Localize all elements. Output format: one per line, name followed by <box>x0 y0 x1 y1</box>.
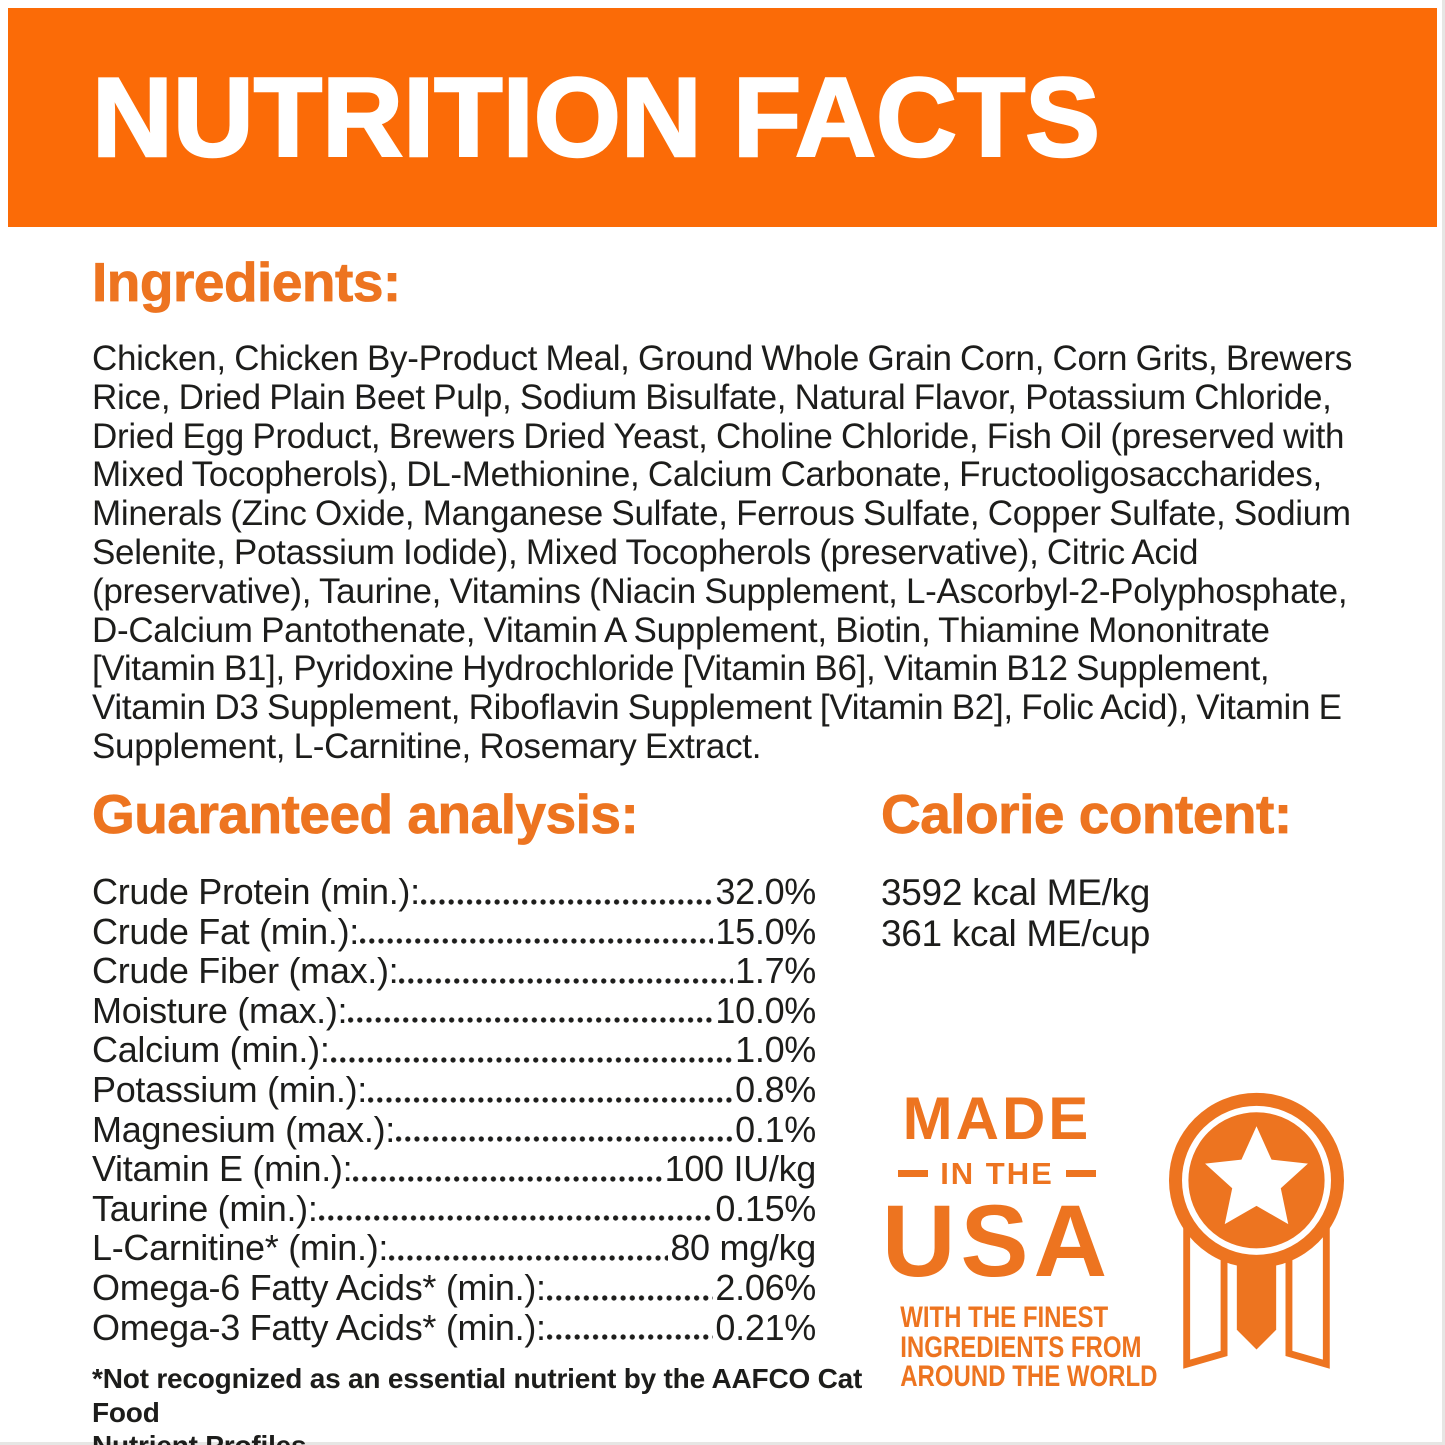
analysis-row: Crude Fiber (max.): 1.7% <box>92 951 816 991</box>
usa-tagline: WITH THE FINEST INGREDIENTS FROM AROUND … <box>876 1301 1158 1393</box>
analysis-value: 15.0% <box>715 910 816 952</box>
analysis-value: 10.0% <box>715 989 816 1031</box>
analysis-label: Omega-3 Fatty Acids* (min.): <box>92 1306 546 1348</box>
analysis-label: Calcium (min.): <box>92 1029 330 1071</box>
calorie-content-heading: Calorie content: <box>881 783 1293 846</box>
guaranteed-analysis-heading: Guaranteed analysis: <box>92 783 640 846</box>
footnote: *Not recognized as an essential nutrient… <box>92 1362 912 1445</box>
dotted-leader <box>399 977 734 984</box>
in-the-label: IN THE <box>940 1156 1054 1191</box>
banner: NUTRITION FACTS <box>8 8 1437 227</box>
ingredients-text: Chicken, Chicken By-Product Meal, Ground… <box>92 339 1353 766</box>
dotted-leader <box>420 898 714 905</box>
analysis-value: 32.0% <box>715 871 816 912</box>
made-in-usa-badge: MADE IN THE USA WITH THE FINEST INGREDIE… <box>876 1082 1365 1392</box>
footnote-line: Nutrient Profiles. <box>92 1430 314 1445</box>
analysis-label: L-Carnitine* (min.): <box>92 1227 389 1269</box>
analysis-value: 1.7% <box>735 950 816 992</box>
analysis-row: Omega-6 Fatty Acids* (min.): 2.06% <box>92 1268 816 1308</box>
award-ribbon-star-icon <box>1168 1092 1345 1369</box>
usa-label: USA <box>881 1184 1113 1298</box>
dotted-leader <box>330 1056 734 1063</box>
analysis-value: 0.15% <box>715 1187 816 1229</box>
dash-right <box>1065 1170 1096 1177</box>
analysis-label: Taurine (min.): <box>92 1187 318 1229</box>
ingredients-heading: Ingredients: <box>92 251 402 314</box>
tagline-line: AROUND THE WORLD <box>900 1360 1158 1393</box>
analysis-table: Crude Protein (min.): 32.0% Crude Fat (m… <box>92 872 816 1347</box>
analysis-row: Crude Protein (min.): 32.0% <box>92 872 816 912</box>
analysis-row: Vitamin E (min.): 100 IU/kg <box>92 1149 816 1189</box>
dotted-leader <box>367 1096 734 1103</box>
calorie-kcal-per-cup: 361 kcal ME/cup <box>881 913 1151 954</box>
analysis-label: Moisture (max.): <box>92 989 348 1031</box>
dash-left <box>898 1170 929 1177</box>
analysis-label: Potassium (min.): <box>92 1068 367 1110</box>
analysis-row: Moisture (max.): 10.0% <box>92 991 816 1031</box>
analysis-value: 100 IU/kg <box>664 1148 817 1190</box>
page-title: NUTRITION FACTS <box>91 54 1101 182</box>
analysis-label: Crude Fiber (max.): <box>92 950 399 992</box>
tagline-line: WITH THE FINEST <box>900 1301 1109 1334</box>
dotted-leader <box>353 1175 663 1182</box>
ingredients-section: Ingredients: Chicken, Chicken By-Product… <box>92 250 1370 767</box>
in-the-label-row: IN THE <box>876 1158 1118 1189</box>
analysis-row: Calcium (min.): 1.0% <box>92 1030 816 1070</box>
analysis-label: Omega-6 Fatty Acids* (min.): <box>92 1266 546 1308</box>
tagline-line: INGREDIENTS FROM <box>900 1330 1142 1364</box>
footnote-line: *Not recognized as an essential nutrient… <box>92 1363 863 1428</box>
dotted-leader <box>348 1017 714 1024</box>
analysis-label: Crude Protein (min.): <box>92 871 420 912</box>
dotted-leader <box>395 1136 734 1143</box>
analysis-row: L-Carnitine* (min.): 80 mg/kg <box>92 1228 816 1268</box>
analysis-value: 1.0% <box>735 1029 816 1071</box>
analysis-label: Vitamin E (min.): <box>92 1148 353 1190</box>
analysis-label: Crude Fat (min.): <box>92 910 359 952</box>
dotted-leader <box>546 1294 714 1301</box>
analysis-row: Crude Fat (min.): 15.0% <box>92 910 816 952</box>
calorie-kcal-per-kg: 3592 kcal ME/kg <box>881 872 1151 913</box>
made-in-usa-text: MADE IN THE USA WITH THE FINEST INGREDIE… <box>876 1085 1158 1393</box>
analysis-value: 0.8% <box>735 1068 816 1110</box>
calorie-values: 3592 kcal ME/kg 361 kcal ME/cup <box>881 872 1401 954</box>
analysis-label: Magnesium (max.): <box>92 1108 395 1150</box>
dotted-leader <box>318 1215 714 1222</box>
analysis-value: 0.1% <box>735 1108 816 1150</box>
analysis-row: Taurine (min.): 0.15% <box>92 1189 816 1229</box>
analysis-row: Potassium (min.): 0.8% <box>92 1070 816 1110</box>
guaranteed-analysis-section: Guaranteed analysis: Crude Protein (min.… <box>92 782 817 1347</box>
analysis-value: 0.21% <box>715 1306 816 1348</box>
analysis-value: 2.06% <box>715 1266 816 1308</box>
made-label: MADE <box>902 1085 1092 1152</box>
dotted-leader <box>546 1334 714 1341</box>
calorie-content-section: Calorie content: 3592 kcal ME/kg 361 kca… <box>881 782 1401 954</box>
dotted-leader <box>359 938 714 945</box>
star-icon <box>1205 1126 1308 1225</box>
analysis-row: Magnesium (max.): 0.1% <box>92 1108 816 1150</box>
analysis-value: 80 mg/kg <box>670 1227 816 1269</box>
dotted-leader <box>389 1254 669 1261</box>
analysis-row: Omega-3 Fatty Acids* (min.): 0.21% <box>92 1306 816 1348</box>
